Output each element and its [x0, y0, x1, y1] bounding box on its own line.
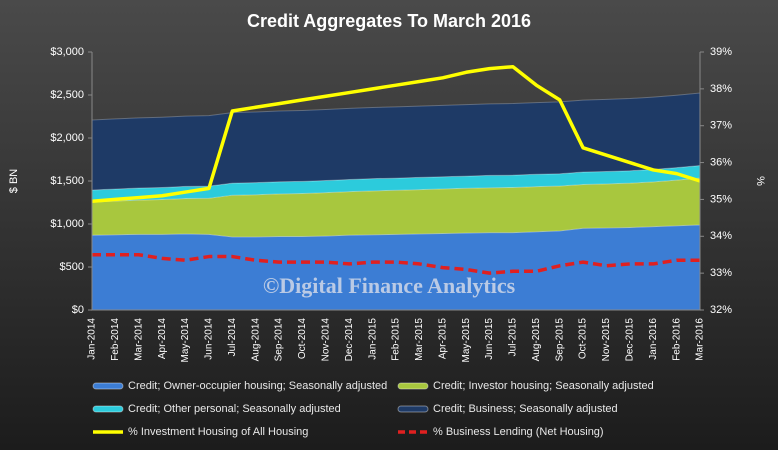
chart-title: Credit Aggregates To March 2016	[247, 11, 531, 31]
x-tick-label: Mar-2014	[133, 318, 144, 361]
x-tick-label: Jun-2014	[204, 318, 215, 360]
x-tick-label: Feb-2016	[671, 318, 682, 361]
x-tick-label: Dec-2014	[344, 318, 355, 362]
y2-axis-label: %	[754, 176, 766, 186]
y-tick-label: $1,000	[50, 218, 84, 230]
x-tick-label: Nov-2014	[320, 318, 331, 362]
x-tick-label: Jan-2015	[367, 318, 378, 360]
y2-tick-label: 39%	[710, 46, 732, 58]
line	[92, 252, 700, 275]
legend-label: Credit; Other personal; Seasonally adjus…	[128, 403, 341, 415]
y2-tick-label: 36%	[710, 156, 732, 168]
line	[91, 64, 701, 204]
x-tick-label: Sep-2014	[274, 318, 285, 362]
x-tick-label: Aug-2014	[250, 318, 261, 362]
legend-label: Credit; Investor housing; Seasonally adj…	[433, 380, 654, 392]
legend-label: % Business Lending (Net Housing)	[433, 426, 604, 438]
y-tick-label: $2,500	[50, 89, 84, 101]
legend-swatch	[92, 382, 124, 390]
y-tick-label: $0	[72, 304, 84, 316]
watermark: ©Digital Finance Analytics	[263, 273, 516, 298]
x-tick-label: May-2014	[180, 318, 191, 363]
x-tick-label: Feb-2014	[110, 318, 121, 361]
x-tick-label: May-2015	[461, 318, 472, 363]
x-tick-label: Jul-2015	[508, 318, 519, 357]
legend-label: % Investment Housing of All Housing	[128, 426, 308, 438]
x-tick-label: Aug-2015	[531, 318, 542, 362]
x-tick-label: Jun-2015	[484, 318, 495, 360]
x-tick-label: Apr-2014	[157, 318, 168, 360]
y-axis-label: $ BN	[8, 169, 20, 194]
y2-tick-label: 38%	[710, 83, 732, 95]
x-tick-label: Oct-2015	[578, 318, 589, 360]
legend-swatch	[397, 382, 429, 390]
x-tick-label: Sep-2015	[554, 318, 565, 362]
x-tick-label: Dec-2015	[624, 318, 635, 362]
y2-tick-label: 35%	[710, 193, 732, 205]
x-tick-label: Jan-2014	[87, 318, 98, 360]
y-tick-label: $2,000	[50, 132, 84, 144]
y-tick-label: $500	[60, 261, 84, 273]
x-tick-label: Feb-2015	[391, 318, 402, 361]
x-tick-label: Nov-2015	[601, 318, 612, 362]
x-tick-label: Jan-2016	[648, 318, 659, 360]
legend-swatch	[397, 405, 429, 413]
y2-tick-label: 33%	[710, 267, 732, 279]
legend-label: Credit; Business; Seasonally adjusted	[433, 403, 618, 415]
legend-swatch	[92, 405, 124, 413]
y-tick-label: $3,000	[50, 46, 84, 58]
x-tick-label: Oct-2014	[297, 318, 308, 360]
x-tick-label: Apr-2015	[437, 318, 448, 360]
x-tick-label: Jul-2014	[227, 318, 238, 357]
y2-tick-label: 32%	[710, 304, 732, 316]
x-tick-label: Mar-2015	[414, 318, 425, 361]
x-tick-label: Mar-2016	[695, 318, 706, 361]
y-tick-label: $1,500	[50, 175, 84, 187]
legend-label: Credit; Owner-occupier housing; Seasonal…	[128, 380, 387, 392]
y2-tick-label: 34%	[710, 230, 732, 242]
y2-tick-label: 37%	[710, 120, 732, 132]
